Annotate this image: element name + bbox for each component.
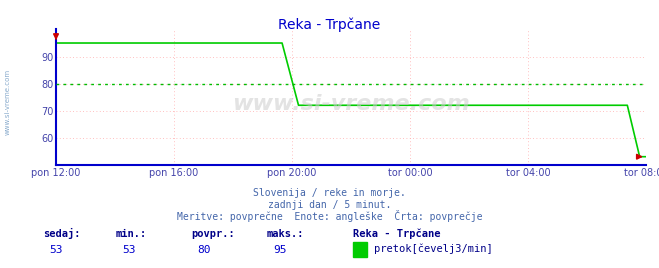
Text: 95: 95 (273, 245, 287, 255)
Text: povpr.:: povpr.: (191, 229, 235, 239)
Text: www.si-vreme.com: www.si-vreme.com (232, 94, 470, 114)
Text: zadnji dan / 5 minut.: zadnji dan / 5 minut. (268, 200, 391, 210)
Text: Meritve: povprečne  Enote: angleške  Črta: povprečje: Meritve: povprečne Enote: angleške Črta:… (177, 210, 482, 222)
Text: maks.:: maks.: (267, 229, 304, 239)
Text: 80: 80 (198, 245, 211, 255)
Text: pretok[čevelj3/min]: pretok[čevelj3/min] (374, 244, 492, 254)
Text: Slovenija / reke in morje.: Slovenija / reke in morje. (253, 188, 406, 198)
Text: 53: 53 (49, 245, 63, 255)
Text: sedaj:: sedaj: (43, 228, 80, 239)
Text: Reka - Trpčane: Reka - Trpčane (278, 17, 381, 32)
Text: Reka - Trpčane: Reka - Trpčane (353, 229, 440, 239)
Text: 53: 53 (122, 245, 135, 255)
Text: min.:: min.: (115, 229, 146, 239)
Text: www.si-vreme.com: www.si-vreme.com (5, 69, 11, 135)
